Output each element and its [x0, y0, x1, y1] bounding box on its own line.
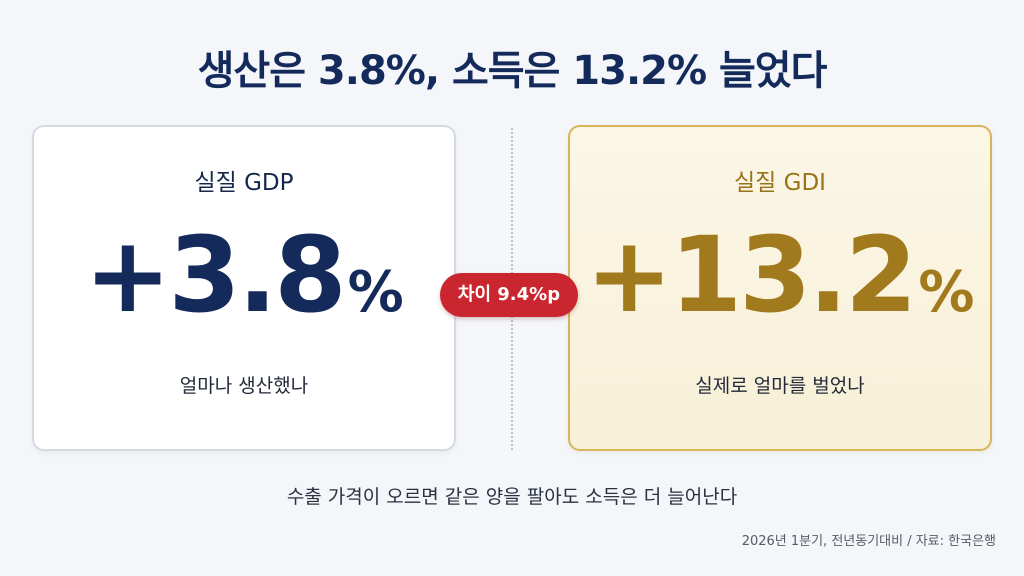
- gdp-label: 실질 GDP: [194, 170, 294, 196]
- source-note: 2026년 1분기, 전년동기대비 / 자료: 한국은행: [741, 534, 996, 549]
- gdp-value-unit: %: [347, 260, 404, 325]
- gdi-card: 실질 GDI +13.2% 실제로 얼마를 벌었나: [568, 125, 992, 451]
- gdp-value: +3.8%: [34, 223, 454, 327]
- gdp-card: 실질 GDP +3.8% 얼마나 생산했나: [32, 125, 456, 451]
- difference-badge: 차이 9.4%p: [440, 273, 578, 317]
- headline: 생산은 3.8%, 소득은 13.2% 늘었다: [197, 48, 828, 94]
- gdi-label: 실질 GDI: [734, 170, 826, 196]
- gdp-caption: 얼마나 생산했나: [179, 375, 309, 397]
- gdi-value-unit: %: [918, 260, 975, 325]
- footnote: 수출 가격이 오르면 같은 양을 팔아도 소득은 더 늘어난다: [286, 486, 738, 508]
- gdp-value-number: +3.8: [84, 214, 346, 336]
- gdi-caption: 실제로 얼마를 벌었나: [695, 375, 865, 397]
- gdi-value-number: +13.2: [585, 214, 918, 336]
- gdi-value: +13.2%: [570, 223, 990, 327]
